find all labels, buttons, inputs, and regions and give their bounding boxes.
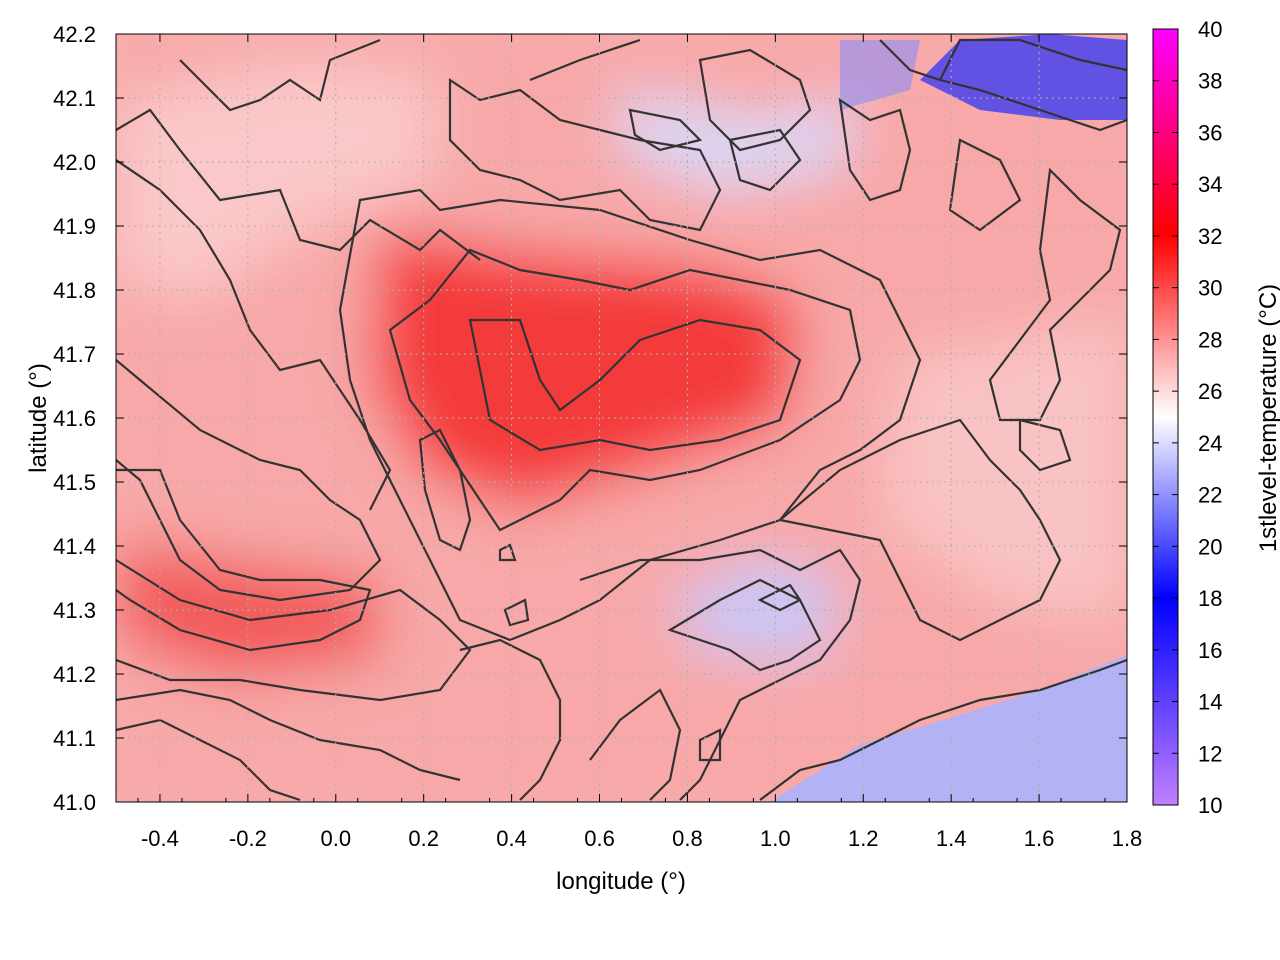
- contour-line: [116, 718, 301, 802]
- x-tick-label: 1.0: [760, 826, 791, 851]
- colorbar-tick-label: 12: [1198, 741, 1222, 766]
- contour-line: [116, 359, 382, 602]
- colorbar-tick-label: 22: [1198, 483, 1222, 508]
- colorbar-axis: 10 12 14 16 18 20 22 24 26 28 30 32 34 36 38 40: [1153, 17, 1222, 818]
- contour-line: [579, 548, 862, 801]
- contour-line: [448, 77, 722, 232]
- x-tick-label: 0.2: [408, 826, 439, 851]
- x-tick-label: -0.4: [141, 826, 179, 851]
- x-tick-label: 0.8: [672, 826, 703, 851]
- x-tick-label: 0.0: [320, 826, 351, 851]
- contour-line: [698, 728, 722, 762]
- field-hot-core: [370, 230, 800, 510]
- colorbar-tick-label: 16: [1198, 638, 1222, 663]
- contour-line: [948, 138, 1022, 232]
- contour-line: [179, 38, 381, 112]
- contour-line: [879, 39, 1127, 132]
- y-tick-label: 41.0: [53, 790, 96, 815]
- colorbar-tick-label: 24: [1198, 431, 1222, 456]
- contour-line: [418, 428, 472, 552]
- colorbar-label: 1stlevel-temperature (°C): [1255, 284, 1280, 552]
- colorbar-tick-label: 36: [1198, 120, 1222, 145]
- contour-line: [757, 583, 802, 612]
- field-nw-uplands: [116, 60, 440, 300]
- contour-line: [459, 638, 562, 801]
- y-tick-label: 41.5: [53, 470, 96, 495]
- contour-line: [838, 97, 912, 202]
- contour-line: [498, 543, 517, 562]
- colorbar-tick-label: 30: [1198, 276, 1222, 301]
- grid-lines: [116, 34, 1127, 802]
- y-axis: 41.0 41.1 41.2 41.3 41.4 41.5 41.6 41.7 41.8 41.9…: [53, 22, 1127, 815]
- y-tick-label: 41.1: [53, 726, 96, 751]
- y-tick-label: 41.4: [53, 534, 96, 559]
- contour-line: [116, 688, 461, 782]
- colorbar-tick-label: 32: [1198, 224, 1222, 249]
- field-east: [880, 320, 1127, 620]
- contour-line: [667, 578, 822, 672]
- y-tick-label: 42.0: [53, 150, 96, 175]
- x-tick-label: 1.2: [848, 826, 879, 851]
- x-tick-label: 1.8: [1112, 826, 1143, 851]
- x-tick-label: -0.2: [229, 826, 267, 851]
- contour-line: [116, 159, 392, 511]
- y-axis-label: latitude (°): [25, 363, 52, 473]
- colorbar-tick-label: 38: [1198, 69, 1222, 94]
- contour-line: [116, 559, 472, 702]
- x-axis: -0.4 -0.2 0.0 0.2 0.4 0.6 0.8 1.0 1.2 1.4 1.6 1.8: [137, 34, 1143, 851]
- colorbar-tick-label: 18: [1198, 586, 1222, 611]
- field-pyrenees: [920, 34, 1127, 120]
- colorbar: [1152, 28, 1179, 806]
- contour-line: [589, 688, 682, 801]
- contour-line: [116, 468, 372, 652]
- contour-line: [388, 248, 862, 532]
- colorbar-tick-label: 10: [1198, 793, 1222, 818]
- contour-line: [939, 38, 1127, 81]
- contour-line: [338, 188, 922, 642]
- y-tick-label: 42.2: [53, 22, 96, 47]
- contour-line: [529, 38, 641, 82]
- contour-line: [1018, 418, 1072, 472]
- field-sea: [770, 655, 1127, 802]
- x-tick-label: 1.4: [936, 826, 967, 851]
- contour-lines: [116, 38, 1127, 802]
- x-tick-label: 1.6: [1024, 826, 1055, 851]
- contour-line: [777, 418, 1062, 642]
- y-tick-label: 41.8: [53, 278, 96, 303]
- x-tick-label: 0.4: [496, 826, 527, 851]
- field-coastal-ranges: [670, 560, 840, 660]
- y-tick-label: 41.6: [53, 406, 96, 431]
- contour-line: [468, 318, 802, 452]
- y-tick-label: 41.7: [53, 342, 96, 367]
- field-pyrenees-edge: [840, 40, 920, 110]
- contour-line: [988, 167, 1122, 422]
- colorbar-tick-label: 26: [1198, 379, 1222, 404]
- y-tick-label: 42.1: [53, 86, 96, 111]
- colorbar-tick-label: 40: [1198, 17, 1222, 42]
- contour-line: [759, 658, 1127, 801]
- y-tick-label: 41.9: [53, 214, 96, 239]
- colorbar-tick-label: 14: [1198, 690, 1222, 715]
- contour-line: [116, 108, 481, 261]
- colorbar-tick-label: 34: [1198, 172, 1222, 197]
- x-tick-label: 0.6: [584, 826, 615, 851]
- contour-line: [503, 598, 530, 627]
- x-axis-label: longitude (°): [556, 868, 686, 895]
- contour-line: [728, 128, 802, 192]
- contour-line: [628, 108, 703, 152]
- contour-line: [698, 48, 812, 152]
- colorbar-tick-label: 28: [1198, 327, 1222, 352]
- y-tick-label: 41.2: [53, 662, 96, 687]
- field-central-hills: [620, 90, 860, 190]
- colorbar-tick-label: 20: [1198, 534, 1222, 559]
- y-tick-label: 41.3: [53, 598, 96, 623]
